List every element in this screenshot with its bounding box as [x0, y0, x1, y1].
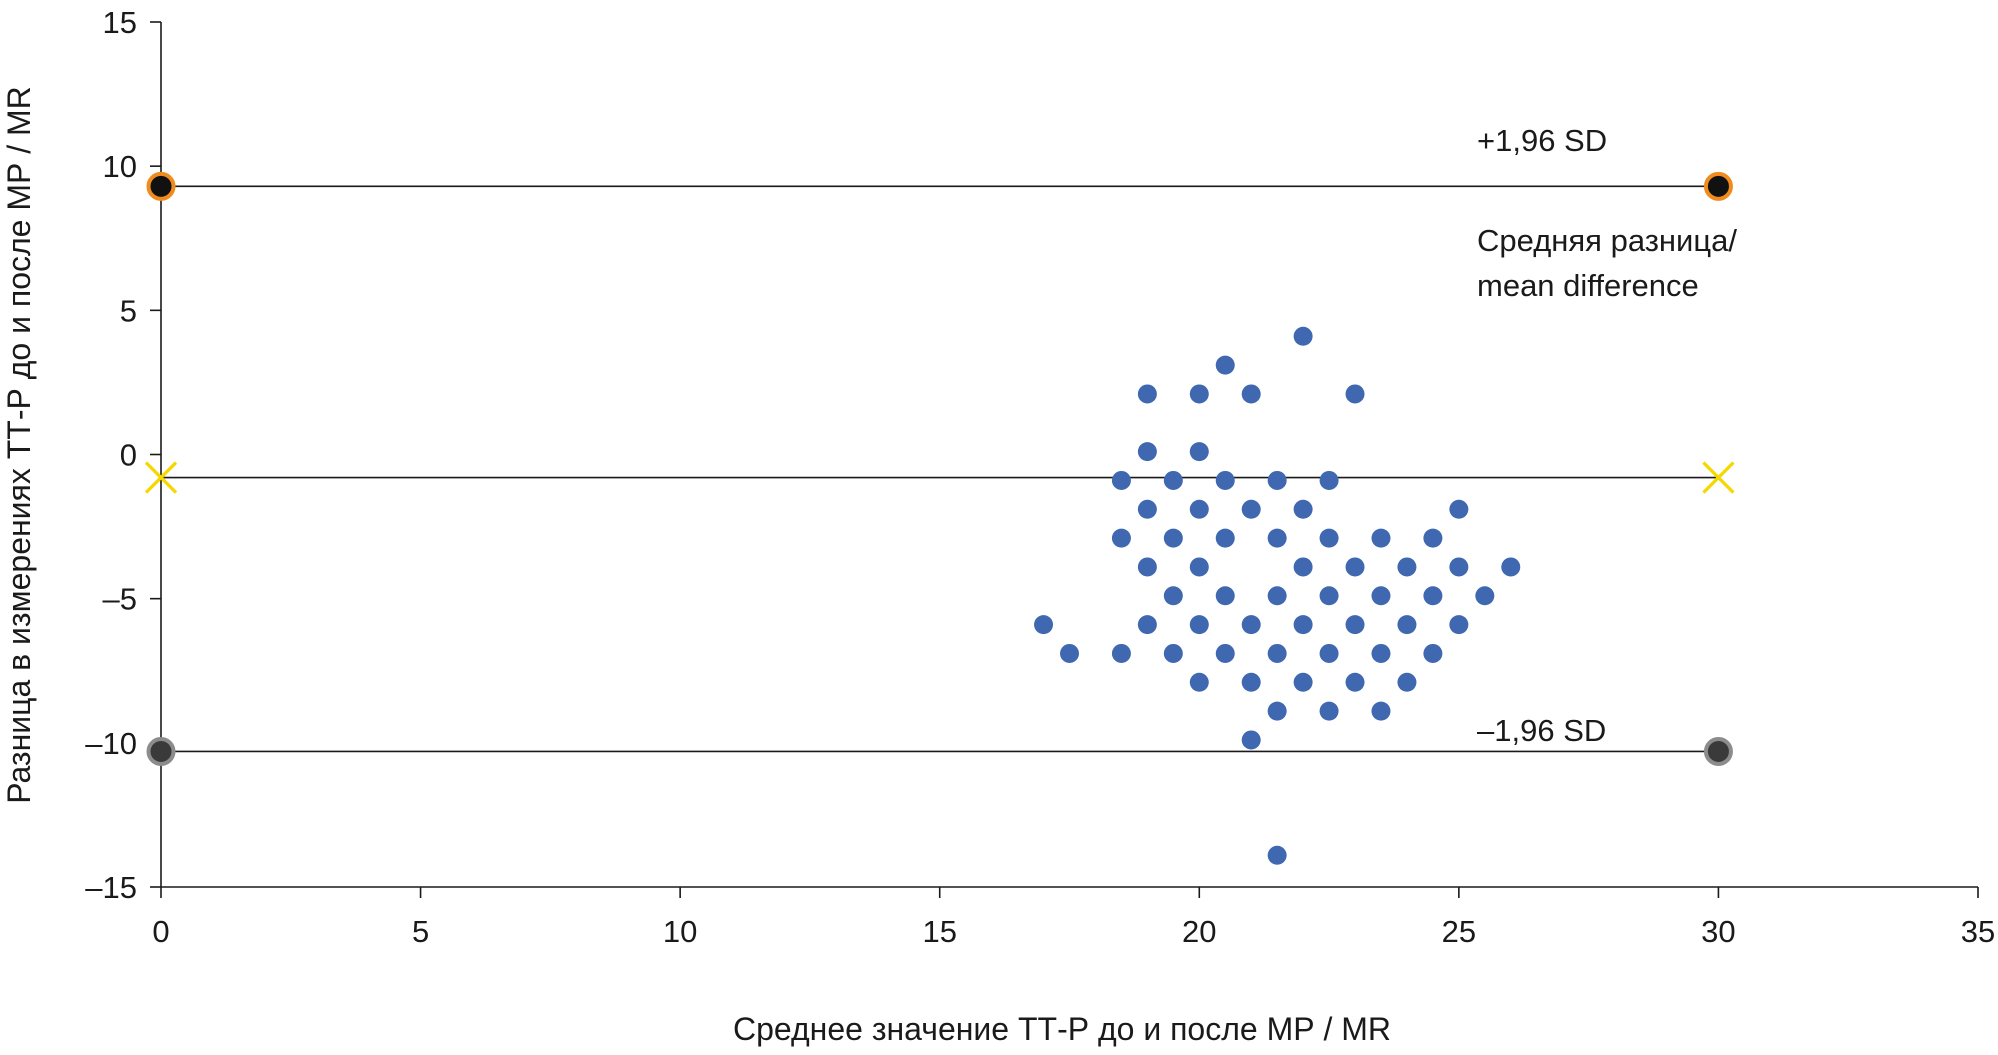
x-tick-label: 25: [1442, 914, 1476, 949]
y-axis-title: Разница в измерениях ТТ-Р до и после МР …: [1, 86, 37, 804]
scatter-point: [1111, 528, 1131, 548]
data-points: [1034, 326, 1521, 865]
scatter-point: [1267, 470, 1287, 490]
scatter-point: [1449, 557, 1469, 577]
scatter-point: [1371, 586, 1391, 606]
x-tick-label: 0: [152, 914, 169, 949]
scatter-point: [1293, 499, 1313, 519]
scatter-point: [1423, 586, 1443, 606]
scatter-point: [1163, 586, 1183, 606]
y-tick-label: 10: [103, 149, 137, 184]
scatter-point: [1163, 470, 1183, 490]
scatter-point: [1397, 557, 1417, 577]
scatter-point: [1501, 557, 1521, 577]
scatter-point: [1163, 528, 1183, 548]
scatter-point: [1241, 730, 1261, 750]
reference-lines: [161, 185, 1719, 753]
mean-difference-label-line1: Средняя разница/: [1477, 223, 1737, 258]
scatter-point: [1371, 643, 1391, 663]
x-tick-label: 20: [1182, 914, 1216, 949]
scatter-point: [1060, 643, 1079, 663]
scatter-point: [1137, 615, 1157, 635]
scatter-point: [1319, 470, 1339, 490]
scatter-point: [1189, 384, 1209, 404]
upper-line-right-marker: [1703, 171, 1733, 201]
y-tick-label: 0: [120, 438, 137, 473]
scatter-point: [1189, 615, 1209, 635]
scatter-point: [1215, 470, 1235, 490]
scatter-point: [1345, 384, 1365, 404]
scatter-point: [1475, 586, 1495, 606]
scatter-point: [1111, 470, 1131, 490]
scatter-point: [1241, 499, 1261, 519]
scatter-point: [1215, 528, 1235, 548]
mean-line-left-marker: [144, 461, 178, 494]
scatter-point: [1189, 499, 1209, 519]
scatter-point: [1345, 557, 1365, 577]
x-tick-label: 30: [1701, 914, 1735, 949]
scatter-point: [1371, 701, 1391, 721]
x-marker-stroke: [1702, 461, 1735, 494]
mean-difference-label-line2: mean difference: [1477, 268, 1699, 303]
scatter-point: [1293, 615, 1313, 635]
y-tick-label: –15: [85, 870, 137, 905]
scatter-point: [1111, 643, 1131, 663]
lower-line-left-marker: [146, 736, 176, 766]
x-tick-label: 5: [412, 914, 429, 949]
lower-limit-label: –1,96 SD: [1477, 713, 1606, 748]
scatter-point: [1293, 326, 1313, 346]
scatter-point: [1163, 643, 1183, 663]
scatter-point: [1215, 643, 1235, 663]
axes: 0 5 10 15 20 25 30 35 15 10 5 0 –5 –10 –15: [85, 5, 1995, 949]
x-axis-title: Среднее значение ТТ-Р до и после МР / MR: [733, 1011, 1391, 1047]
scatter-point: [1189, 442, 1209, 462]
lower-line-right-marker: [1703, 736, 1733, 766]
y-tick-label: 5: [120, 293, 137, 328]
scatter-point: [1137, 442, 1157, 462]
scatter-point: [1293, 557, 1313, 577]
x-tick-label: 15: [922, 914, 956, 949]
upper-limit-label: +1,96 SD: [1477, 123, 1607, 158]
scatter-point: [1267, 845, 1287, 865]
scatter-point: [1034, 615, 1054, 635]
y-tick-label: 15: [103, 5, 137, 40]
scatter-point: [1267, 528, 1287, 548]
scatter-point: [1267, 701, 1287, 721]
scatter-point: [1345, 672, 1365, 692]
y-tick-label: –5: [103, 582, 137, 617]
scatter-point: [1241, 672, 1261, 692]
scatter-point: [1397, 672, 1417, 692]
scatter-point: [1449, 499, 1469, 519]
scatter-point: [1319, 528, 1339, 548]
scatter-point: [1319, 701, 1339, 721]
scatter-point: [1345, 615, 1365, 635]
reference-markers: [144, 171, 1735, 766]
scatter-point: [1189, 557, 1209, 577]
scatter-point: [1449, 615, 1469, 635]
x-tick-label: 35: [1961, 914, 1995, 949]
scatter-point: [1423, 528, 1443, 548]
scatter-point: [1215, 355, 1235, 375]
scatter-point: [1189, 672, 1209, 692]
scatter-point: [1267, 643, 1287, 663]
scatter-point: [1215, 586, 1235, 606]
scatter-point: [1423, 643, 1443, 663]
scatter-point: [1319, 643, 1339, 663]
mean-line-right-marker: [1702, 461, 1735, 494]
scatter-point: [1241, 384, 1261, 404]
scatter-point: [1137, 499, 1157, 519]
x-tick-label: 10: [663, 914, 697, 949]
scatter-point: [1241, 615, 1261, 635]
y-tick-label: –10: [85, 726, 137, 761]
scatter-point: [1293, 672, 1313, 692]
scatter-point: [1137, 384, 1157, 404]
scatter-point: [1319, 586, 1339, 606]
scatter-point: [1137, 557, 1157, 577]
scatter-point: [1397, 615, 1417, 635]
x-marker-stroke: [144, 461, 178, 494]
upper-line-left-marker: [146, 171, 176, 201]
scatter-point: [1267, 586, 1287, 606]
scatter-point: [1371, 528, 1391, 548]
